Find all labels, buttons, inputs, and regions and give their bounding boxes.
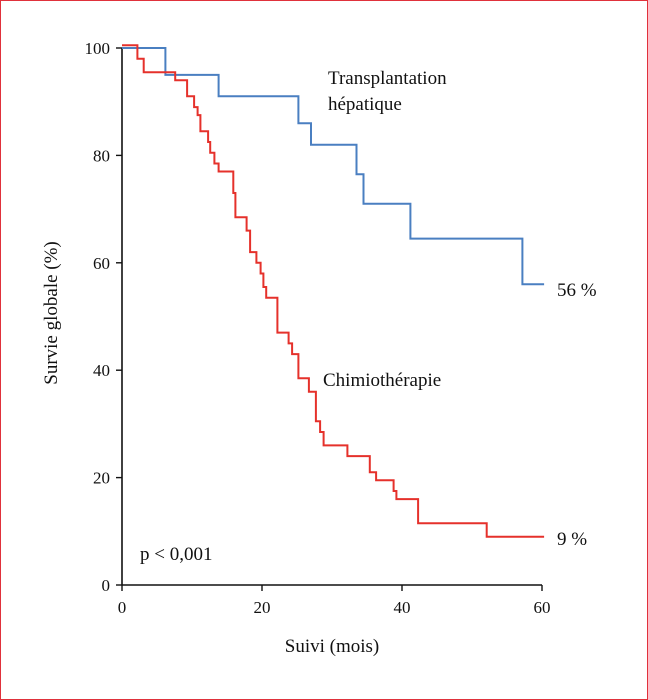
series-label-transplant-line2: hépatique <box>328 94 402 115</box>
p-value-annotation: p < 0,001 <box>140 544 212 565</box>
y-tick-label: 0 <box>102 576 111 595</box>
y-axis-title: Survie globale (%) <box>41 241 62 385</box>
x-tick-label: 20 <box>254 598 271 617</box>
end-label-chimio: 9 % <box>557 529 587 550</box>
x-axis-title: Suivi (mois) <box>285 636 379 657</box>
series-label-chimio: Chimiothérapie <box>323 370 441 391</box>
series-layer <box>122 44 545 538</box>
x-tick-label: 60 <box>534 598 551 617</box>
series-line-chimiotherapie <box>122 44 545 538</box>
y-tick-label: 40 <box>93 361 110 380</box>
series-label-transplant-line1: Transplantation <box>328 68 447 89</box>
y-tick-label: 80 <box>93 146 110 165</box>
y-tick-label: 60 <box>93 254 110 273</box>
series-line-transplantation <box>122 47 545 286</box>
x-tick-label: 0 <box>118 598 127 617</box>
x-tick-label: 40 <box>394 598 411 617</box>
y-tick-label: 20 <box>93 469 110 488</box>
axes: 0 20 40 60 80 100 0 20 40 60 <box>85 39 551 617</box>
labels: Transplantation hépatique Chimiothérapie… <box>41 68 597 657</box>
end-label-transplant: 56 % <box>557 280 597 301</box>
y-tick-label: 100 <box>85 39 111 58</box>
